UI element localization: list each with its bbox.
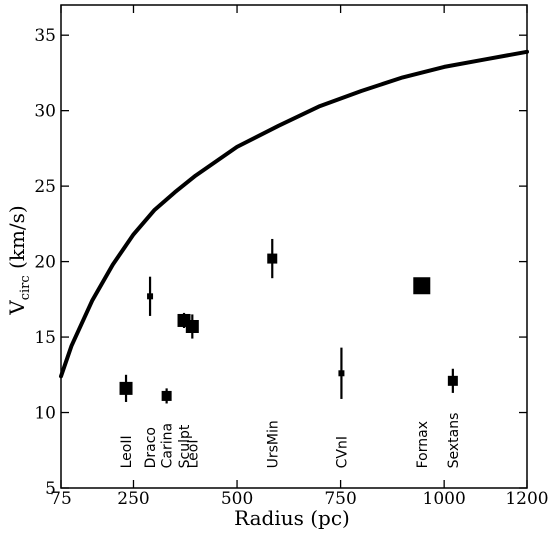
y-axis-title-unit: (km/s) (5, 205, 29, 275)
x-tick-label: 75 (50, 489, 72, 509)
curve-line (59, 49, 529, 379)
label-leoi: LeoI (185, 440, 201, 469)
label-sculpt: Sculpt (177, 424, 193, 468)
x-tick-label: 1000 (423, 489, 466, 509)
x-axis-title: Radius (pc) (234, 506, 350, 530)
label-draco: Draco (143, 427, 159, 468)
y-tick-label: 15 (34, 328, 56, 348)
label-sextans: Sextans (446, 413, 462, 469)
y-axis-title-main: V (5, 300, 29, 316)
label-fornax: Fornax (415, 421, 431, 468)
point-draco (147, 293, 154, 300)
circular-velocity-curve (59, 49, 529, 379)
y-tick-label: 30 (34, 102, 56, 122)
point-sextans (447, 375, 458, 386)
x-tick-label: 1200 (505, 489, 548, 509)
plot-area (60, 4, 528, 489)
galaxy-points (119, 238, 458, 404)
label-carina: Carina (160, 423, 176, 468)
label-cvni: CVnI (334, 436, 350, 468)
y-tick-label: 20 (34, 253, 56, 273)
y-tick-label: 10 (34, 404, 56, 424)
y-tick-label: 35 (34, 26, 56, 46)
point-ursmin (267, 253, 278, 264)
point-carina (161, 390, 172, 401)
label-ursmin: UrsMin (265, 420, 281, 468)
y-axis-title: Vcirc (km/s) (5, 205, 33, 315)
axis-ticks: 75 250 500 750 1000 1200 5 10 15 20 25 30 35 (34, 5, 548, 509)
point-cvni (338, 370, 345, 377)
point-leoii (119, 381, 133, 395)
x-tick-label: 250 (117, 489, 149, 509)
y-axis-title-sub: circ (18, 275, 33, 300)
x-tick-label: 500 (221, 489, 253, 509)
y-tick-label: 25 (34, 177, 56, 197)
point-leoi (185, 319, 199, 333)
label-leoii: LeoII (119, 435, 135, 468)
x-tick-label: 750 (324, 489, 356, 509)
point-fornax (413, 277, 431, 295)
y-tick-label: 5 (45, 479, 56, 499)
plot-frame (60, 4, 528, 489)
